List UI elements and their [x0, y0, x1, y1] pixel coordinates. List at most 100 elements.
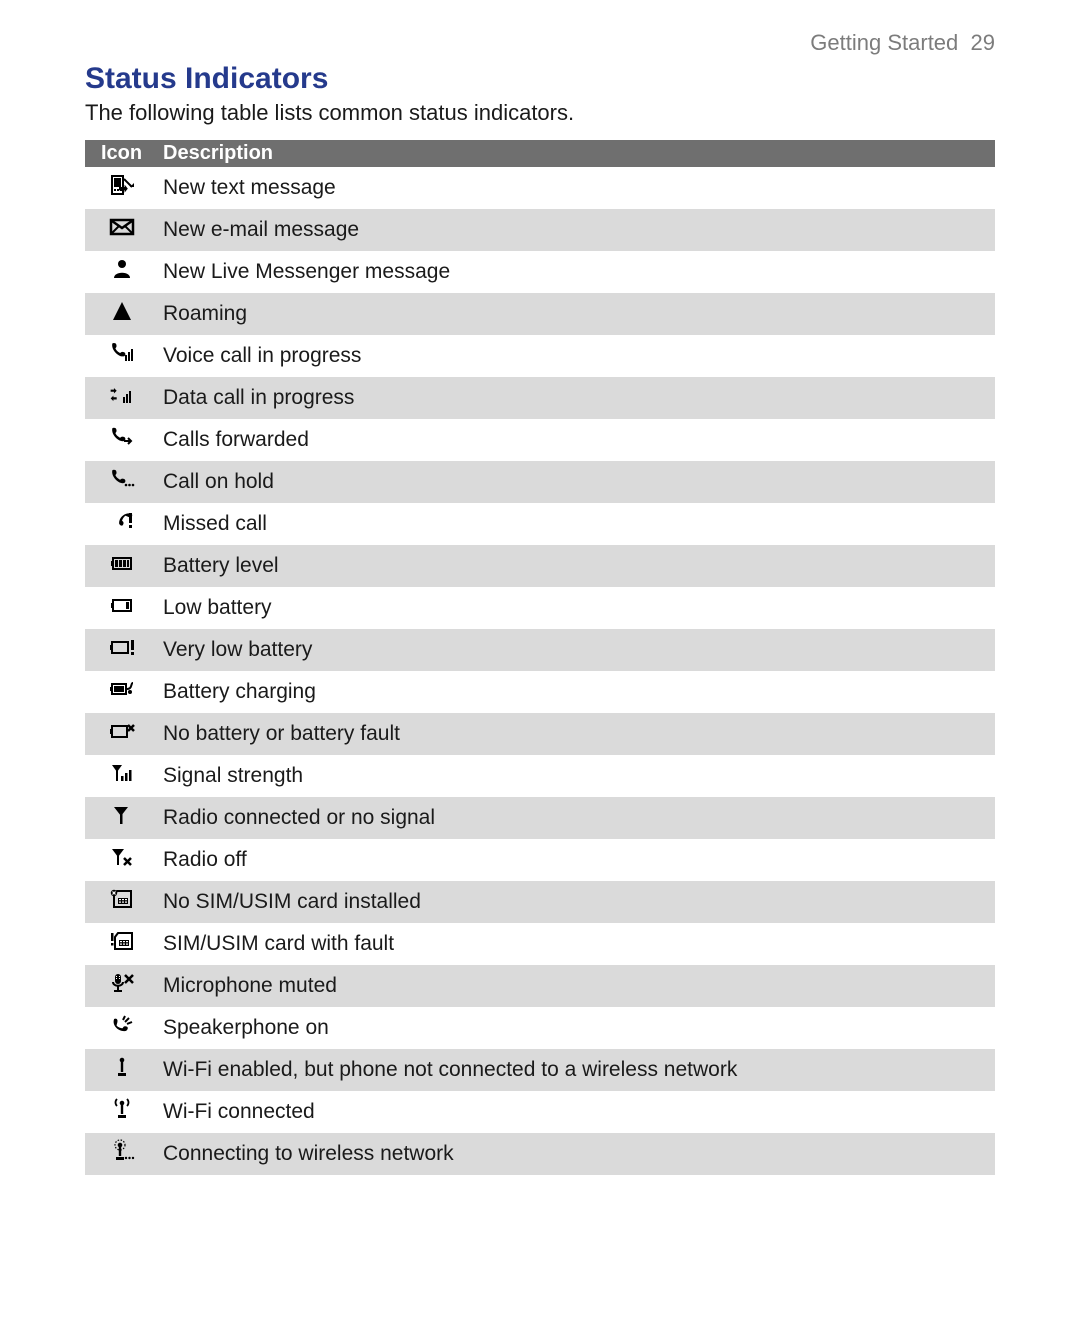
new-messenger-icon [107, 257, 137, 281]
icon-cell [85, 1133, 155, 1175]
description-cell: Connecting to wireless network [155, 1133, 995, 1175]
table-row: New e-mail message [85, 209, 995, 251]
description-cell: Radio off [155, 839, 995, 881]
battery-level-icon [107, 551, 137, 575]
table-row: Microphone muted [85, 965, 995, 1007]
battery-fault-icon [107, 719, 137, 743]
description-cell: No SIM/USIM card installed [155, 881, 995, 923]
icon-cell [85, 629, 155, 671]
icon-cell [85, 167, 155, 209]
description-cell: New e-mail message [155, 209, 995, 251]
table-row: Data call in progress [85, 377, 995, 419]
signal-strength-icon [107, 761, 137, 785]
description-cell: Microphone muted [155, 965, 995, 1007]
table-row: Wi-Fi enabled, but phone not connected t… [85, 1049, 995, 1091]
col-header-description: Description [155, 140, 995, 167]
new-text-message-icon [107, 173, 137, 197]
table-row: New Live Messenger message [85, 251, 995, 293]
no-sim-icon [107, 887, 137, 911]
icon-cell [85, 671, 155, 713]
description-cell: Missed call [155, 503, 995, 545]
icon-cell [85, 209, 155, 251]
wifi-enabled-icon [107, 1055, 137, 1079]
data-call-icon [107, 383, 137, 407]
table-row: Signal strength [85, 755, 995, 797]
icon-cell [85, 1007, 155, 1049]
icon-cell [85, 713, 155, 755]
sim-fault-icon [107, 929, 137, 953]
calls-forwarded-icon [107, 425, 137, 449]
icon-cell [85, 419, 155, 461]
breadcrumb-page: 29 [971, 30, 995, 55]
table-row: SIM/USIM card with fault [85, 923, 995, 965]
icon-cell [85, 839, 155, 881]
radio-off-icon [107, 845, 137, 869]
page-title: Status Indicators [85, 62, 995, 96]
description-cell: Wi-Fi enabled, but phone not connected t… [155, 1049, 995, 1091]
icon-cell [85, 1091, 155, 1133]
description-cell: Battery charging [155, 671, 995, 713]
description-cell: New text message [155, 167, 995, 209]
table-row: Speakerphone on [85, 1007, 995, 1049]
description-cell: No battery or battery fault [155, 713, 995, 755]
mic-muted-icon [107, 971, 137, 995]
table-row: No SIM/USIM card installed [85, 881, 995, 923]
icon-cell [85, 293, 155, 335]
low-battery-icon [107, 593, 137, 617]
description-cell: Call on hold [155, 461, 995, 503]
table-row: Wi-Fi connected [85, 1091, 995, 1133]
intro-text: The following table lists common status … [85, 100, 995, 126]
description-cell: Radio connected or no signal [155, 797, 995, 839]
icon-cell [85, 503, 155, 545]
icon-cell [85, 797, 155, 839]
description-cell: Roaming [155, 293, 995, 335]
call-on-hold-icon [107, 467, 137, 491]
icon-cell [85, 965, 155, 1007]
table-row: Battery level [85, 545, 995, 587]
radio-no-signal-icon [107, 803, 137, 827]
speakerphone-icon [107, 1013, 137, 1037]
description-cell: Calls forwarded [155, 419, 995, 461]
table-row: Missed call [85, 503, 995, 545]
status-indicators-table: Icon Description New text messageNew e-m… [85, 140, 995, 1175]
description-cell: SIM/USIM card with fault [155, 923, 995, 965]
roaming-icon [107, 299, 137, 323]
icon-cell [85, 923, 155, 965]
col-header-icon: Icon [85, 140, 155, 167]
table-row: Roaming [85, 293, 995, 335]
description-cell: Data call in progress [155, 377, 995, 419]
table-row: Very low battery [85, 629, 995, 671]
description-cell: Voice call in progress [155, 335, 995, 377]
icon-cell [85, 461, 155, 503]
very-low-battery-icon [107, 635, 137, 659]
breadcrumb: Getting Started 29 [85, 30, 995, 56]
description-cell: New Live Messenger message [155, 251, 995, 293]
table-row: Calls forwarded [85, 419, 995, 461]
table-row: New text message [85, 167, 995, 209]
table-row: No battery or battery fault [85, 713, 995, 755]
table-row: Voice call in progress [85, 335, 995, 377]
icon-cell [85, 755, 155, 797]
icon-cell [85, 1049, 155, 1091]
table-row: Radio connected or no signal [85, 797, 995, 839]
page: Getting Started 29 Status Indicators The… [0, 0, 1080, 1235]
wifi-connected-icon [107, 1097, 137, 1121]
icon-cell [85, 251, 155, 293]
breadcrumb-section: Getting Started [810, 30, 958, 55]
description-cell: Low battery [155, 587, 995, 629]
description-cell: Very low battery [155, 629, 995, 671]
new-email-icon [107, 215, 137, 239]
icon-cell [85, 377, 155, 419]
description-cell: Battery level [155, 545, 995, 587]
icon-cell [85, 545, 155, 587]
table-row: Battery charging [85, 671, 995, 713]
table-row: Low battery [85, 587, 995, 629]
table-row: Radio off [85, 839, 995, 881]
table-row: Call on hold [85, 461, 995, 503]
description-cell: Speakerphone on [155, 1007, 995, 1049]
table-header-row: Icon Description [85, 140, 995, 167]
battery-charging-icon [107, 677, 137, 701]
description-cell: Signal strength [155, 755, 995, 797]
missed-call-icon [107, 509, 137, 533]
icon-cell [85, 335, 155, 377]
